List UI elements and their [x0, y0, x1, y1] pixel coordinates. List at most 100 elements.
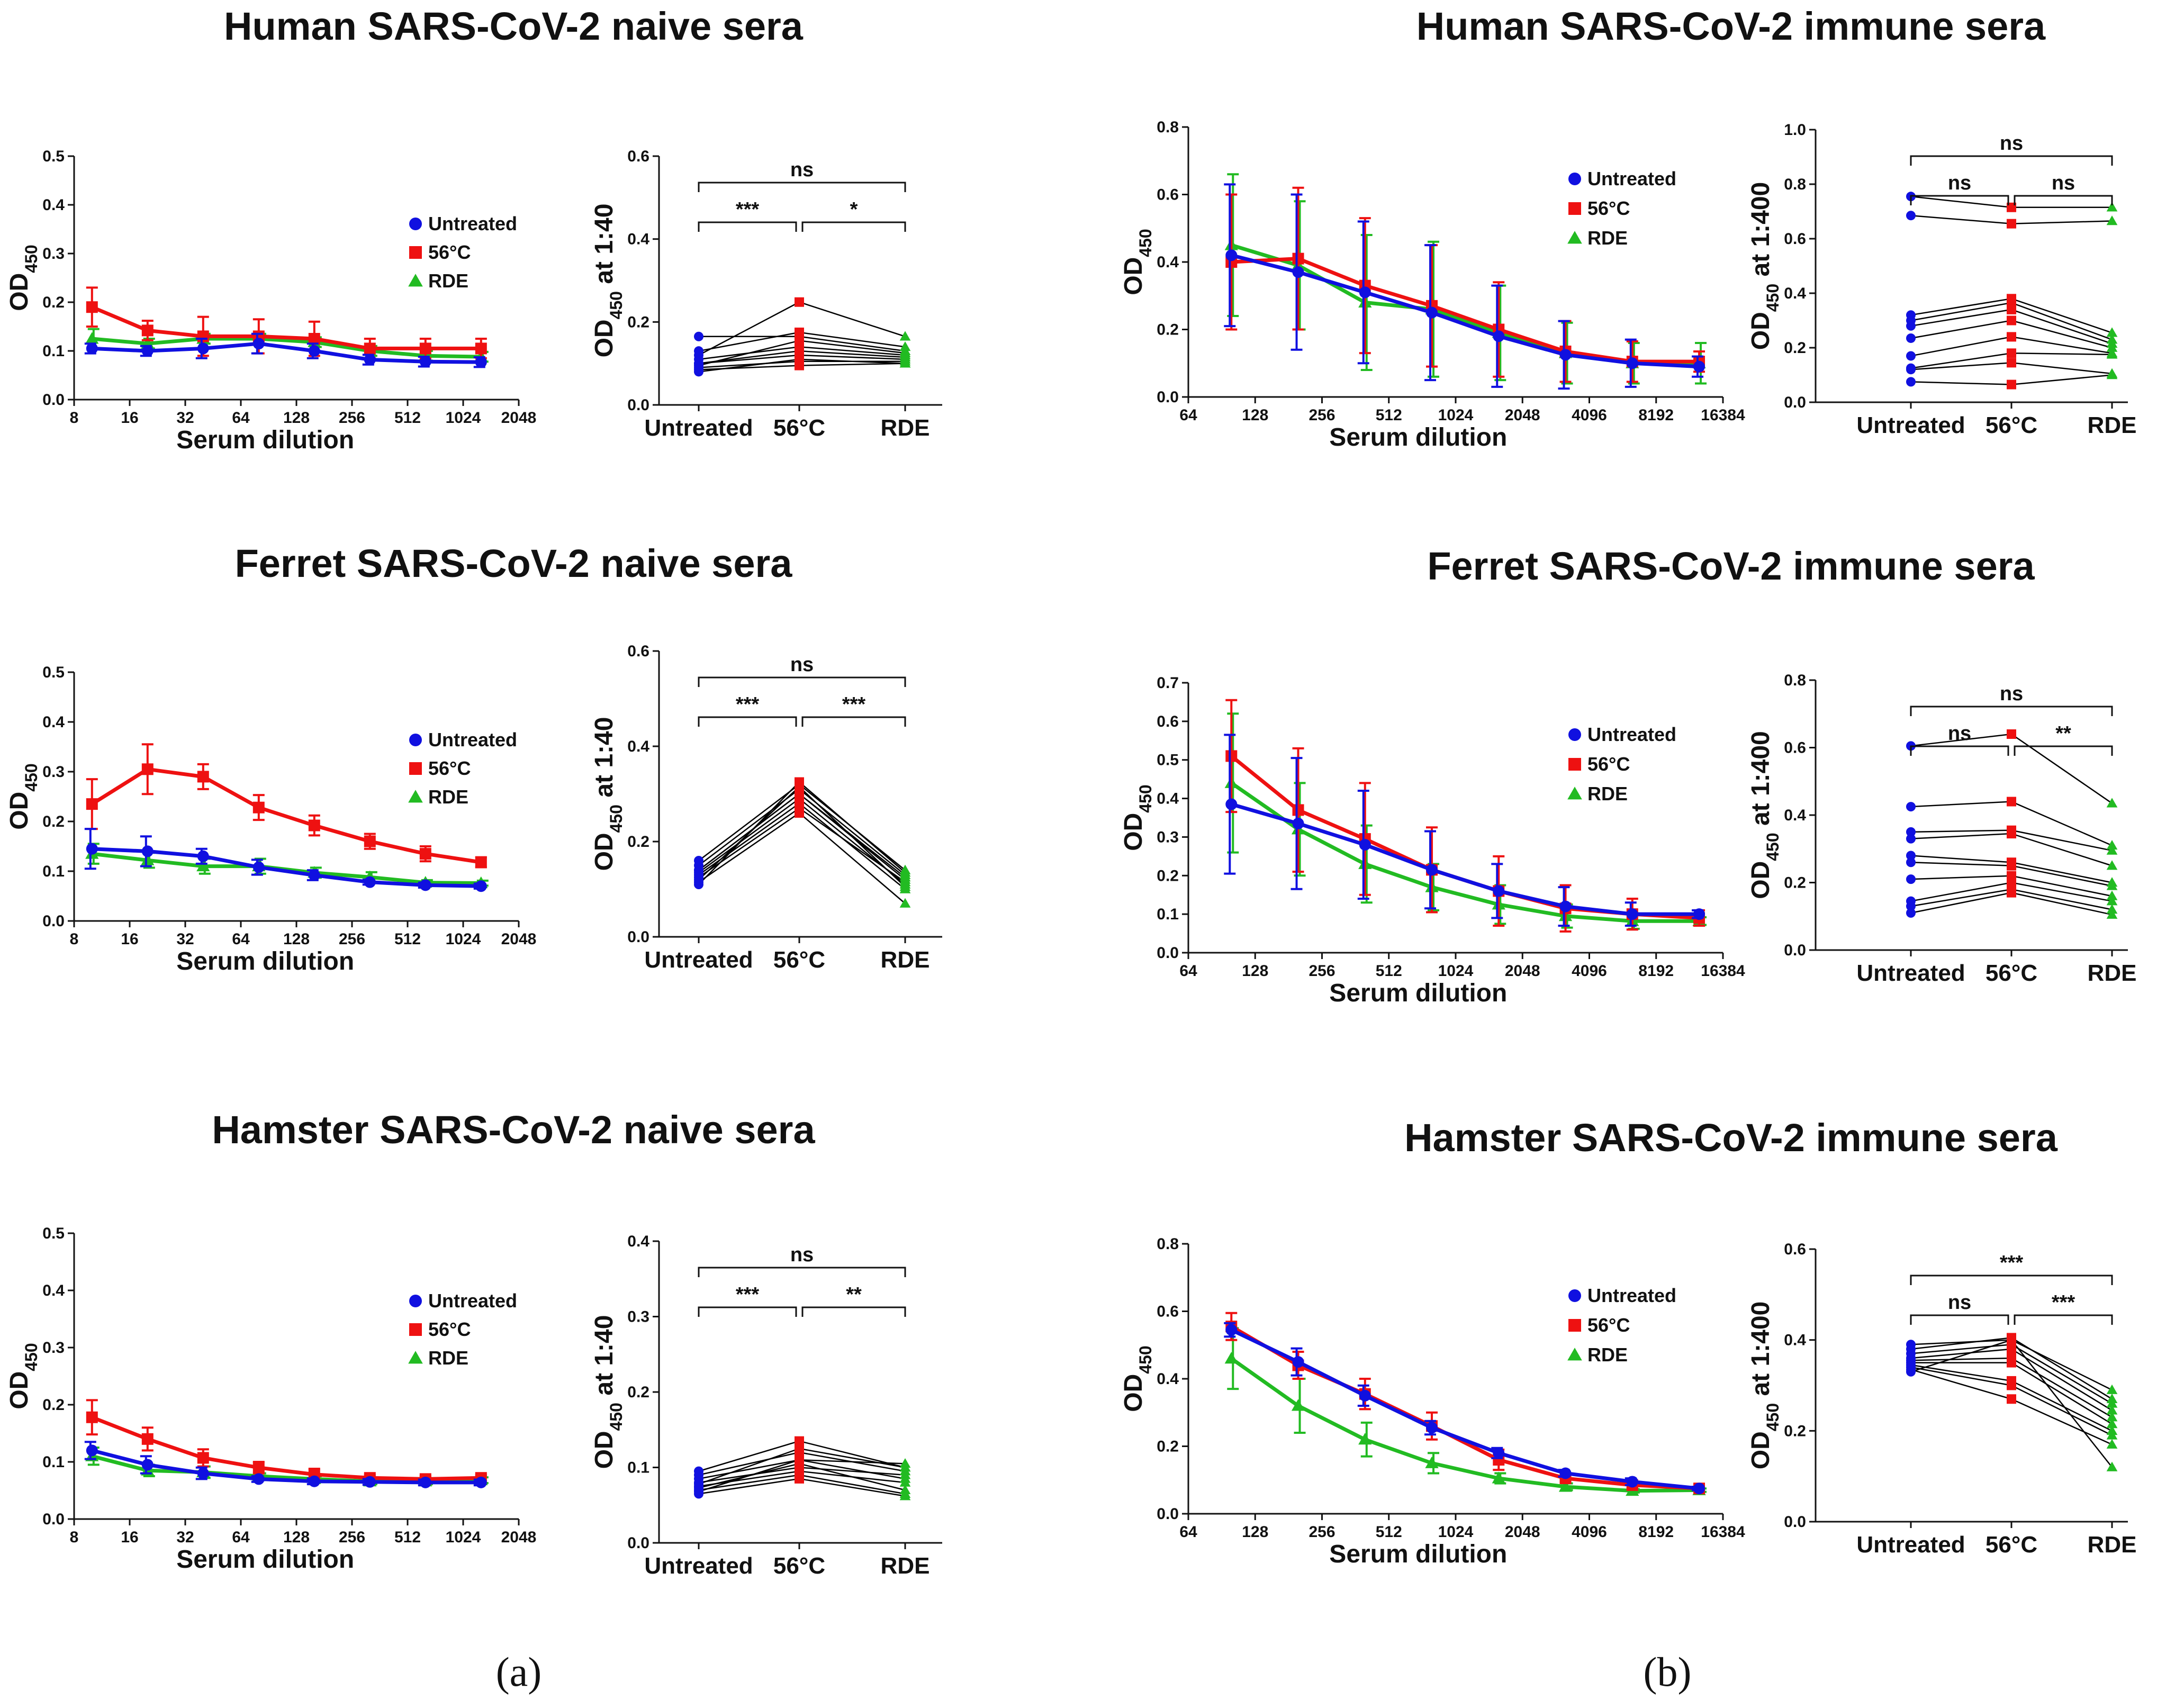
data-point [141, 1459, 154, 1471]
y-tick-label: 0.1 [1157, 906, 1179, 923]
y-tick-label: 0.4 [42, 1282, 65, 1299]
paired-point [2007, 829, 2016, 839]
paired-point [2106, 904, 2118, 914]
data-point [141, 845, 154, 857]
series-Untreated [1224, 183, 1705, 390]
x-tick-label: 64 [1179, 962, 1197, 980]
chart-title: Human SARS-CoV-2 immune sera [1416, 4, 2046, 48]
paired-point [2106, 896, 2118, 906]
y-tick-label: 0.0 [1157, 1505, 1179, 1523]
x-tick-label: 32 [176, 409, 194, 427]
series-line [92, 847, 481, 888]
legend-marker [409, 762, 422, 775]
paired-chart-7: 0.0 0.2 0.4 0.6 0.8 Untreated 56°C RDE OD450 at … [1747, 672, 2136, 986]
x-axis-label: Serum dilution [1329, 423, 1507, 451]
data-point [419, 342, 431, 355]
x-axis-label: Serum dilution [176, 426, 354, 454]
data-point [419, 356, 431, 368]
data-point [1292, 1356, 1304, 1368]
data-point [252, 801, 265, 814]
data-point [1359, 1389, 1371, 1402]
paired-point [2007, 379, 2016, 390]
paired-y-axis-label: OD450 at 1:40 [590, 204, 626, 358]
data-point [1359, 286, 1371, 299]
paired-y-axis-label: OD450 at 1:40 [590, 1315, 626, 1469]
paired-point [2106, 1418, 2118, 1429]
category-label: Untreated [1856, 960, 1965, 986]
paired-point [1906, 874, 1916, 884]
category-label: 56°C [1986, 1532, 2037, 1558]
paired-point [2106, 798, 2118, 808]
pair-line [1910, 733, 2113, 804]
data-point [252, 1461, 265, 1474]
x-tick-label: 1024 [1438, 406, 1474, 424]
paired-point [1906, 377, 1916, 387]
series-line [1231, 802, 1700, 916]
paired-point [2106, 840, 2118, 850]
paired-point [795, 777, 804, 787]
paired-point [899, 351, 911, 362]
paired-point [795, 1474, 804, 1484]
y-tick-label: 0.5 [1157, 752, 1179, 769]
paired-point [1906, 1367, 1916, 1377]
y-tick-label: 0.4 [627, 231, 649, 248]
y-tick-label: 0.6 [1157, 713, 1179, 730]
y-tick-label: 0.3 [42, 763, 65, 781]
y-tick-label: 0.8 [1784, 176, 1806, 193]
data-point [1626, 1476, 1638, 1488]
category-label: 56°C [773, 415, 825, 441]
y-tick-label: 0.0 [1784, 394, 1806, 411]
paired-point [899, 1473, 911, 1483]
paired-point [694, 331, 703, 341]
x-tick-label: 128 [283, 409, 310, 427]
paired-point [795, 808, 804, 818]
y-tick-label: 0.3 [627, 1308, 649, 1326]
paired-y-axis-label: OD450 at 1:400 [1747, 1302, 1782, 1470]
legend-marker [408, 274, 423, 287]
x-tick-label: 1024 [446, 409, 481, 427]
data-point [364, 1476, 376, 1488]
y-tick-label: 0.1 [627, 1459, 649, 1477]
significance-bracket [801, 221, 906, 232]
legend-marker [1567, 1348, 1582, 1361]
y-tick-label: 0.4 [627, 738, 649, 755]
paired-point [2007, 219, 2016, 229]
data-point [1492, 1471, 1505, 1484]
series-line [1231, 253, 1700, 369]
legend-label: 56°C [1587, 753, 1630, 775]
data-point [364, 876, 376, 888]
paired-point [1906, 851, 1916, 861]
significance-label: *** [842, 693, 866, 716]
paired-point [899, 898, 911, 908]
paired-point [694, 358, 703, 368]
data-point [1225, 798, 1238, 810]
paired-point [694, 367, 703, 377]
paired-point [2106, 1405, 2118, 1415]
y-tick-label: 0.7 [1157, 674, 1179, 692]
category-label: RDE [881, 415, 930, 441]
x-axis-label: Serum dilution [1329, 979, 1507, 1007]
paired-point [2106, 1412, 2118, 1422]
x-tick-label: 8 [70, 409, 79, 427]
paired-point [1906, 901, 1916, 911]
x-tick-label: 128 [1242, 1523, 1268, 1541]
data-point [1224, 1352, 1238, 1364]
chart-title: Hamster SARS-CoV-2 immune sera [1404, 1116, 2058, 1160]
y-tick-label: 0.2 [1784, 874, 1806, 892]
x-tick-label: 512 [394, 1529, 421, 1546]
data-point [364, 354, 376, 366]
significance-bracket [1910, 155, 2113, 166]
series-line [91, 767, 482, 864]
y-tick-label: 0.0 [42, 912, 65, 930]
data-point [475, 342, 487, 355]
significance-label: ns [2000, 683, 2023, 705]
paired-point [2007, 797, 2016, 807]
y-tick-label: 0.2 [627, 1384, 649, 1401]
y-tick-label: 0.3 [42, 245, 65, 263]
data-point [1558, 1480, 1573, 1492]
y-tick-label: 0.0 [42, 391, 65, 409]
x-tick-label: 2048 [1505, 962, 1540, 980]
data-point [475, 356, 487, 368]
series-Untreated [1224, 1322, 1705, 1495]
data-point [86, 342, 98, 355]
